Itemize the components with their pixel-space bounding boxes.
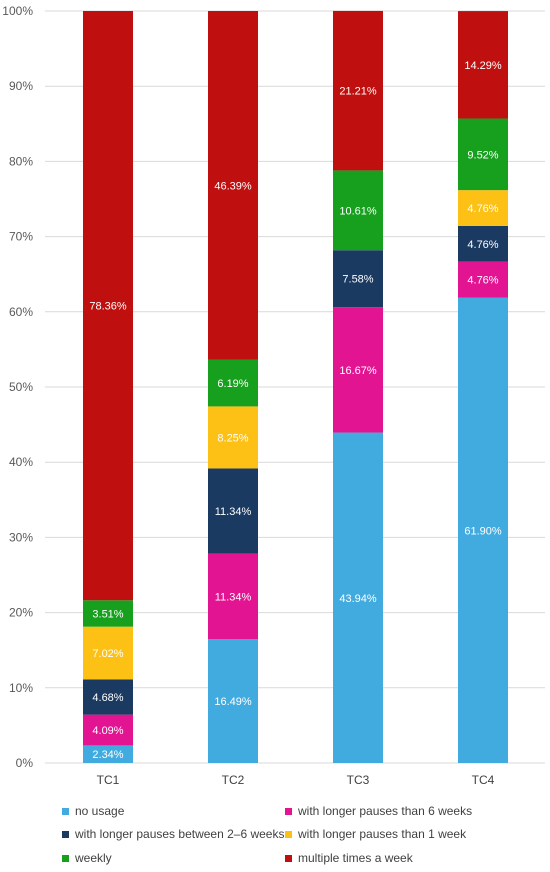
bar-segment	[208, 468, 258, 554]
legend-item-pauses-6-weeks: with longer pauses than 6 weeks	[285, 804, 472, 818]
bar-segment	[458, 297, 508, 763]
legend-swatch	[285, 854, 292, 862]
bar-segment	[208, 406, 258, 469]
bar-segment	[458, 261, 508, 298]
data-label: 16.67%	[339, 365, 377, 377]
y-tick-label: 50%	[9, 380, 33, 394]
data-label: 14.29%	[464, 60, 502, 72]
bar-segment	[208, 359, 258, 407]
data-label: 46.39%	[214, 180, 252, 192]
bar-segment	[208, 553, 258, 639]
bar-segment	[83, 600, 133, 627]
y-tick-label: 90%	[9, 79, 33, 93]
data-label: 11.34%	[215, 591, 252, 603]
bar-segment	[83, 11, 133, 601]
bar-segment	[458, 118, 508, 191]
data-label: 6.19%	[217, 378, 248, 390]
bar-segment	[208, 11, 258, 360]
bar-segment	[333, 250, 383, 308]
bar-segment	[458, 225, 508, 262]
data-label: 4.76%	[467, 203, 498, 215]
bar-segment	[83, 626, 133, 680]
legend-item-multiple-times-week: multiple times a week	[285, 851, 413, 865]
data-label: 4.09%	[92, 725, 123, 737]
x-tick-label: TC2	[222, 773, 245, 787]
legend-swatch	[62, 854, 69, 862]
legend-label: multiple times a week	[298, 851, 413, 865]
y-tick-label: 30%	[9, 530, 33, 544]
legend-label: with longer pauses between 2–6 weeks	[75, 827, 285, 841]
y-tick-label: 10%	[9, 681, 33, 695]
chart-legend: no usage with longer pauses than 6 weeks…	[0, 796, 550, 872]
data-label: 61.90%	[464, 525, 502, 537]
bar-segment	[208, 638, 258, 763]
data-label: 8.25%	[217, 432, 248, 444]
legend-item-no-usage: no usage	[62, 804, 124, 818]
bar-segment	[458, 190, 508, 226]
data-label: 3.51%	[92, 608, 123, 620]
bar-segment	[83, 745, 133, 763]
data-label: 16.49%	[214, 696, 252, 708]
data-label: 4.68%	[92, 692, 123, 704]
data-label: 7.02%	[92, 648, 123, 660]
legend-label: with longer pauses than 1 week	[298, 827, 467, 841]
data-label: 43.94%	[339, 593, 377, 605]
data-label: 7.58%	[342, 274, 373, 286]
bar-segment	[458, 11, 508, 119]
legend-label: no usage	[75, 804, 125, 818]
y-tick-label: 40%	[9, 455, 33, 469]
y-tick-label: 70%	[9, 230, 33, 244]
y-tick-label: 80%	[9, 154, 33, 168]
legend-swatch	[62, 807, 69, 815]
x-tick-label: TC1	[97, 773, 120, 787]
legend-label: with longer pauses than 6 weeks	[298, 804, 473, 818]
bar-segment	[83, 714, 133, 746]
bar-segment	[333, 432, 383, 763]
x-tick-label: TC3	[347, 773, 370, 787]
y-tick-label: 0%	[16, 756, 34, 770]
data-label: 2.34%	[92, 749, 123, 761]
bar-segment	[83, 679, 133, 715]
legend-swatch	[62, 830, 69, 838]
bar-segment	[333, 170, 383, 251]
data-label: 9.52%	[467, 149, 498, 161]
legend-swatch	[285, 830, 292, 838]
stacked-bar-chart: 0% 10% 20% 30% 40% 50% 60% 70% 80% 90% 100% 2.34% 4…	[2, 4, 545, 787]
legend-swatch	[285, 807, 292, 815]
legend-item-weekly: weekly	[62, 851, 112, 865]
x-tick-label: TC4	[472, 773, 495, 787]
data-label: 78.36%	[89, 301, 127, 313]
bar-segment	[333, 307, 383, 433]
legend-label: weekly	[75, 851, 112, 865]
y-tick-label: 100%	[2, 4, 33, 18]
data-label: 4.76%	[467, 275, 498, 287]
legend-item-pauses-2-6-weeks: with longer pauses between 2–6 weeks	[62, 827, 284, 841]
data-label: 4.76%	[467, 239, 498, 251]
data-label: 11.34%	[215, 506, 252, 518]
bar-segment	[333, 10, 383, 171]
y-tick-label: 60%	[9, 305, 33, 319]
legend-item-pauses-1-week: with longer pauses than 1 week	[285, 827, 466, 841]
y-tick-label: 20%	[9, 606, 33, 620]
data-label: 21.21%	[339, 86, 377, 98]
data-label: 10.61%	[339, 205, 377, 217]
